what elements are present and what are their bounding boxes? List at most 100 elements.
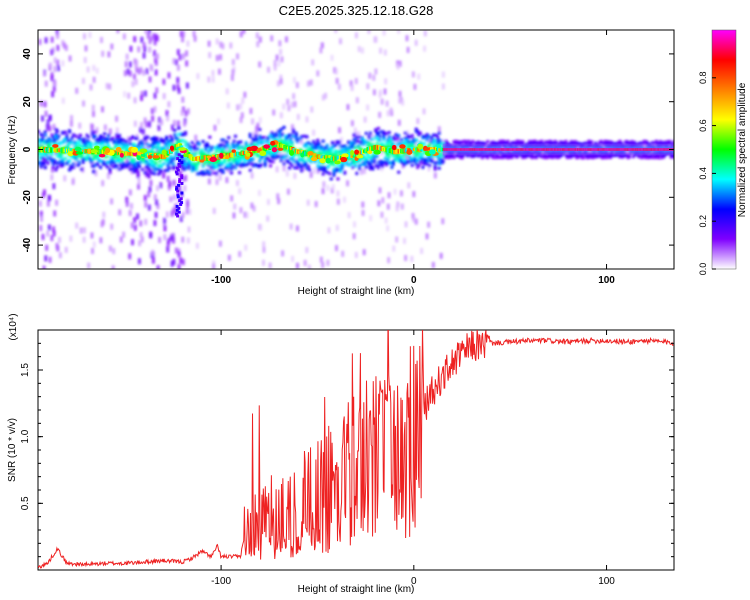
heatmap-cell xyxy=(48,125,52,132)
heatmap-cell xyxy=(385,100,389,107)
heatmap-cell xyxy=(337,83,341,90)
heatmap-cell xyxy=(52,123,56,130)
heatmap-cell xyxy=(154,33,158,40)
heatmap-cell xyxy=(235,162,239,166)
heatmap-cell xyxy=(411,71,415,78)
heatmap-cell xyxy=(167,144,171,148)
heatmap-cell xyxy=(132,142,136,146)
heatmap-cell xyxy=(41,133,45,140)
heatmap-cell xyxy=(73,142,77,146)
heatmap-cell xyxy=(40,215,44,222)
heatmap-cell xyxy=(631,155,635,159)
heatmap-cell xyxy=(177,162,181,166)
heatmap-cell xyxy=(215,55,219,62)
heatmap-cell xyxy=(335,149,339,153)
heatmap-cell xyxy=(166,175,170,182)
heatmap-cell xyxy=(153,57,157,64)
heatmap-cell xyxy=(372,89,376,96)
heatmap-cell xyxy=(52,78,56,85)
heatmap-cell xyxy=(436,136,440,140)
heatmap-cell xyxy=(292,93,296,100)
heatmap-cell xyxy=(135,169,139,173)
heatmap-cell xyxy=(219,148,223,152)
heatmap-cell xyxy=(46,161,50,165)
heatmap-cell xyxy=(401,99,405,106)
heatmap-cell xyxy=(113,145,117,149)
heatmap-cell xyxy=(386,161,390,165)
heatmap-cell xyxy=(335,153,339,157)
heatmap-cell xyxy=(177,87,181,94)
heatmap-cell xyxy=(423,30,427,37)
heatmap-cell xyxy=(184,175,188,182)
heatmap-cell xyxy=(136,172,140,179)
colorbar-label: Normalized spectral amplitude xyxy=(737,82,748,217)
heatmap-cell xyxy=(166,240,170,247)
heatmap-cell xyxy=(186,40,190,47)
heatmap-cell xyxy=(334,30,338,34)
heatmap-cell xyxy=(367,141,371,145)
heatmap-cell xyxy=(137,68,141,75)
heatmap-cell xyxy=(207,40,211,47)
heatmap-cell xyxy=(43,130,47,134)
heatmap-cell xyxy=(80,138,84,142)
heatmap-cell xyxy=(227,158,231,162)
heatmap-cell xyxy=(41,115,45,122)
heatmap-cell xyxy=(205,171,209,175)
heatmap-cell xyxy=(182,164,186,171)
heatmap-cell xyxy=(386,203,390,210)
heatmap-cell xyxy=(337,150,341,154)
heatmap-cell xyxy=(88,157,92,161)
heatmap-cell xyxy=(188,147,192,151)
heatmap-cell xyxy=(142,157,146,161)
heatmap-cell xyxy=(41,233,45,240)
heatmap-cell xyxy=(38,138,42,142)
heatmap-cell xyxy=(397,134,401,138)
heatmap-cell xyxy=(47,137,51,141)
y-tick-label: 1.0 xyxy=(20,429,31,443)
heatmap-cell xyxy=(229,42,233,49)
heatmap-cell xyxy=(306,164,310,168)
heatmap-cell xyxy=(352,161,356,165)
heatmap-cell xyxy=(320,42,324,49)
heatmap-cell xyxy=(69,164,73,168)
heatmap-cell xyxy=(227,136,231,140)
heatmap-cell xyxy=(231,69,235,76)
heatmap-cell xyxy=(193,144,197,148)
heatmap-cell xyxy=(380,165,384,172)
heatmap-cell xyxy=(143,45,147,52)
heatmap-cell xyxy=(403,141,407,145)
heatmap-cell xyxy=(105,165,109,169)
heatmap-cell xyxy=(92,64,96,71)
heatmap-cell xyxy=(239,31,243,38)
heatmap-cell xyxy=(162,139,166,143)
heatmap-cell xyxy=(126,148,130,152)
heatmap-cell xyxy=(584,141,588,145)
heatmap-cell xyxy=(163,234,167,241)
snr-x-ticks: -100 0 100 xyxy=(211,330,615,587)
x-tick-label: 0 xyxy=(411,576,417,587)
heatmap-cell xyxy=(157,164,161,168)
heatmap-cell xyxy=(532,155,536,159)
heatmap-cell xyxy=(452,155,456,159)
heatmap-cell xyxy=(192,152,196,156)
heatmap-cell xyxy=(126,145,130,149)
heatmap-cell xyxy=(147,191,151,198)
heatmap-cell xyxy=(263,144,270,149)
heatmap-cell xyxy=(204,143,208,147)
heatmap-cell xyxy=(364,165,368,169)
heatmap-cell xyxy=(72,162,76,166)
heatmap-cell xyxy=(185,208,189,215)
heatmap-cell xyxy=(312,140,316,144)
heatmap-cell xyxy=(387,155,391,159)
heatmap-cell xyxy=(148,163,152,167)
figure-title: C2E5.2025.325.12.18.G28 xyxy=(279,3,434,18)
heatmap-cell xyxy=(173,133,177,137)
heatmap-cell xyxy=(41,156,45,160)
heatmap-cell xyxy=(240,155,244,159)
heatmap-cell xyxy=(217,163,221,167)
heatmap-cell xyxy=(190,141,194,145)
heatmap-cell xyxy=(50,75,54,82)
heatmap-cell xyxy=(177,184,181,191)
heatmap-cell xyxy=(275,138,279,142)
heatmap-cell xyxy=(555,141,559,145)
